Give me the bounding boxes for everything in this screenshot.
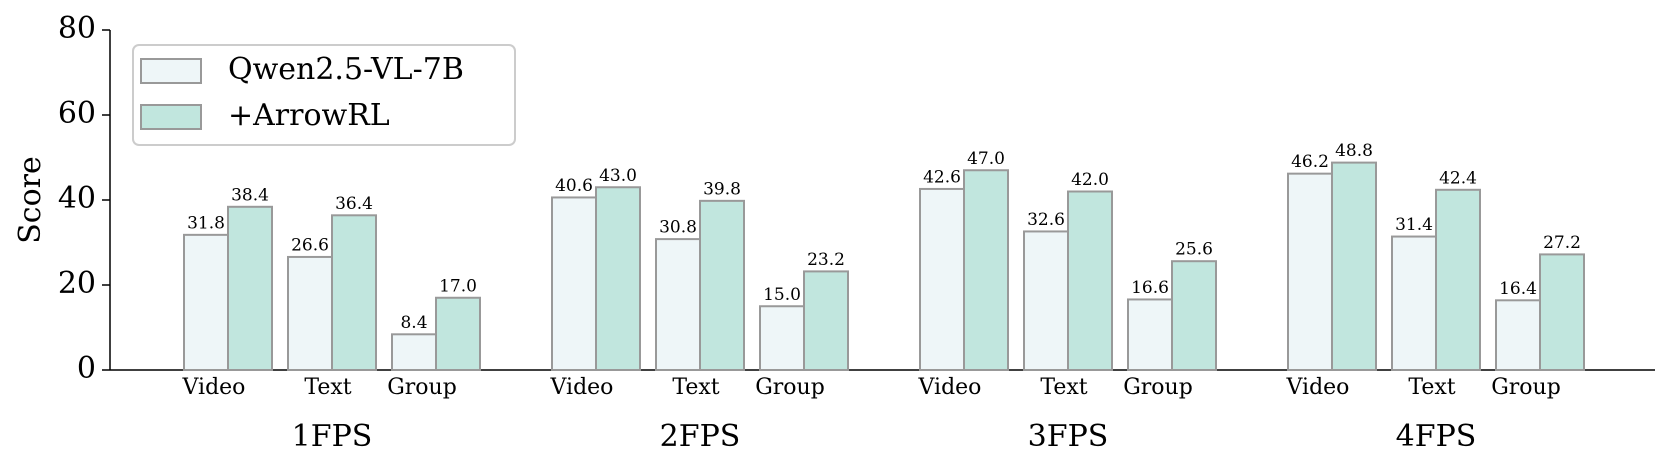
x-tick-label: Text xyxy=(304,375,351,400)
value-label: 47.0 xyxy=(967,149,1005,169)
value-label: 36.4 xyxy=(335,194,373,214)
x-tick-label: Video xyxy=(550,375,614,400)
group-label: 2FPS xyxy=(660,419,741,454)
x-tick-label: Group xyxy=(755,375,825,400)
x-tick-label: Video xyxy=(1286,375,1350,400)
value-label: 42.0 xyxy=(1071,170,1109,190)
bar xyxy=(1495,299,1541,371)
legend-swatch xyxy=(140,104,202,130)
bar xyxy=(551,196,597,371)
x-tick-label: Text xyxy=(672,375,719,400)
value-label: 38.4 xyxy=(231,185,269,205)
bar xyxy=(1435,188,1481,371)
bar xyxy=(391,333,437,371)
group-label: 3FPS xyxy=(1028,419,1109,454)
value-label: 8.4 xyxy=(400,313,427,333)
value-label: 16.4 xyxy=(1499,279,1537,299)
value-label: 32.6 xyxy=(1027,210,1065,230)
legend-swatch xyxy=(140,58,202,84)
legend-label: Qwen2.5-VL-7B xyxy=(228,52,464,87)
bar xyxy=(1171,260,1217,372)
legend-box xyxy=(132,44,516,146)
bar xyxy=(1331,161,1377,371)
value-label: 39.8 xyxy=(703,179,741,199)
value-label: 46.2 xyxy=(1291,152,1329,172)
bar xyxy=(919,187,965,371)
bar xyxy=(699,199,745,371)
legend-label: +ArrowRL xyxy=(228,98,390,133)
value-label: 17.0 xyxy=(439,276,477,296)
y-tick-label: 20 xyxy=(58,266,96,301)
y-tick-label: 60 xyxy=(58,96,96,131)
bar xyxy=(595,186,641,371)
x-tick-label: Video xyxy=(918,375,982,400)
value-label: 48.8 xyxy=(1335,141,1373,161)
bar xyxy=(227,205,273,371)
value-label: 30.8 xyxy=(659,218,697,238)
value-label: 42.4 xyxy=(1439,168,1477,188)
bar xyxy=(435,296,481,371)
value-label: 43.0 xyxy=(599,166,637,186)
value-label: 40.6 xyxy=(555,176,593,196)
value-label: 25.6 xyxy=(1175,240,1213,260)
value-label: 16.6 xyxy=(1131,278,1169,298)
y-tick-label: 40 xyxy=(58,181,96,216)
bar xyxy=(1127,298,1173,372)
value-label: 31.4 xyxy=(1395,215,1433,235)
value-label: 31.8 xyxy=(187,213,225,233)
bar xyxy=(1391,235,1437,371)
value-label: 42.6 xyxy=(923,167,961,187)
bar xyxy=(331,214,377,371)
bar xyxy=(1023,230,1069,371)
y-axis-label: Score xyxy=(13,156,48,244)
value-label: 27.2 xyxy=(1543,233,1581,253)
y-tick-label: 0 xyxy=(77,351,96,386)
x-tick-label: Video xyxy=(182,375,246,400)
value-label: 26.6 xyxy=(291,235,329,255)
bar xyxy=(1067,190,1113,371)
y-tick-label: 80 xyxy=(58,11,96,46)
x-tick-label: Group xyxy=(387,375,457,400)
group-label: 1FPS xyxy=(292,419,373,454)
bar xyxy=(1287,172,1333,371)
x-tick-label: Group xyxy=(1491,375,1561,400)
group-label: 4FPS xyxy=(1396,419,1477,454)
value-label: 15.0 xyxy=(763,285,801,305)
x-tick-label: Text xyxy=(1408,375,1455,400)
value-label: 23.2 xyxy=(807,250,845,270)
bar xyxy=(759,305,805,371)
bar xyxy=(287,255,333,372)
bar xyxy=(183,233,229,371)
bar xyxy=(803,270,849,371)
bar xyxy=(655,238,701,371)
x-tick-label: Text xyxy=(1040,375,1087,400)
bar xyxy=(963,169,1009,371)
bar xyxy=(1539,253,1585,371)
x-tick-label: Group xyxy=(1123,375,1193,400)
